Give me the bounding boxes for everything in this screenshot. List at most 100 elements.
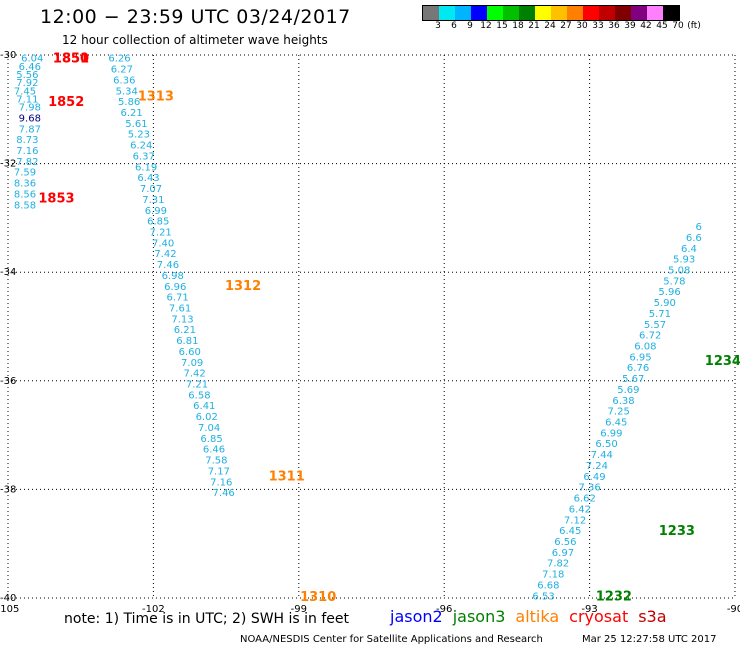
y-tick-label: -38 <box>0 484 16 495</box>
color-scale-label: 18 <box>512 21 524 31</box>
swh-value: 7.42 <box>183 369 205 380</box>
swh-value: 6.97 <box>552 548 574 559</box>
swh-value: 5.34 <box>116 86 138 97</box>
swh-value: 6.96 <box>164 282 186 293</box>
swh-value: 7.07 <box>140 184 162 195</box>
swh-value: 6.42 <box>569 504 591 515</box>
swh-value: 6.26 <box>108 54 130 65</box>
legend-item: cryosat <box>569 607 629 626</box>
swh-value: 6.41 <box>193 401 215 412</box>
swh-value: 7.04 <box>198 423 220 434</box>
swh-value: 7.25 <box>608 407 630 418</box>
swh-value: 7.16 <box>210 477 232 488</box>
credit-time: Mar 25 12:27:58 UTC 2017 <box>582 634 717 645</box>
swh-value: 6.4 <box>681 244 697 255</box>
swh-value: 5.96 <box>658 287 680 298</box>
swh-value: 7.44 <box>591 450 613 461</box>
swh-value: 5.56 <box>16 70 38 81</box>
swh-value: 6.46 <box>19 62 41 73</box>
swh-value: 5.78 <box>663 276 685 287</box>
swh-value: 8.73 <box>16 135 38 146</box>
time-label: 1312 <box>225 279 261 294</box>
swh-value: 5.57 <box>644 320 666 331</box>
x-tick-label: -93 <box>581 604 597 615</box>
legend-item: altika <box>515 607 560 626</box>
swh-value: 6.21 <box>120 108 142 119</box>
footnote: note: 1) Time is in UTC; 2) SWH is in fe… <box>64 611 350 627</box>
swh-value: 8.36 <box>14 179 36 190</box>
color-swatch <box>487 6 503 20</box>
swh-value: 6.98 <box>162 271 184 282</box>
legend-item: s3a <box>638 607 667 626</box>
swh-value: 7.61 <box>169 303 191 314</box>
satellite-legend: jason2 jason3 altika cryosat s3a <box>390 607 677 626</box>
swh-value: 6.85 <box>147 217 169 228</box>
y-tick-label: -30 <box>0 50 16 61</box>
swh-value: 6.38 <box>612 396 634 407</box>
swh-value: 6.19 <box>135 162 157 173</box>
swh-value: 7.11 <box>16 94 38 105</box>
x-tick-label: -96 <box>436 604 452 615</box>
swh-value: 6.27 <box>111 65 133 76</box>
color-swatch <box>583 6 599 20</box>
swh-value: 7.36 <box>578 483 600 494</box>
color-swatch <box>423 6 439 20</box>
swh-value: 6.53 <box>532 591 554 602</box>
color-scale-label: 15 <box>496 21 508 31</box>
swh-value: 7.16 <box>16 146 38 157</box>
swh-value: 7.45 <box>14 86 36 97</box>
color-swatch <box>615 6 631 20</box>
color-swatch <box>439 6 455 20</box>
color-swatch <box>663 6 679 20</box>
time-label: 1234 <box>705 354 740 369</box>
swh-value: 7.31 <box>142 195 164 206</box>
swh-value: 6.43 <box>137 173 159 184</box>
swh-value: 7.42 <box>154 249 176 260</box>
map-subtitle: 12 hour collection of altimeter wave hei… <box>62 33 328 47</box>
swh-value: 7.21 <box>150 227 172 238</box>
color-swatch <box>471 6 487 20</box>
y-tick-label: -40 <box>0 593 16 604</box>
swh-value: 7.24 <box>586 461 608 472</box>
x-tick-label: -105 <box>0 604 19 615</box>
time-label: 1310 <box>300 590 336 605</box>
swh-value: 6.62 <box>574 494 596 505</box>
x-tick-label: -99 <box>291 604 307 615</box>
swh-value: 6.85 <box>200 434 222 445</box>
color-scale-label: 33 <box>592 21 604 31</box>
swh-value: 6.81 <box>176 336 198 347</box>
color-scale-label: 45 <box>656 21 668 31</box>
swh-value: 6.21 <box>174 325 196 336</box>
color-swatch <box>567 6 583 20</box>
time-label: 1852 <box>48 95 84 110</box>
swh-value: 6.99 <box>600 428 622 439</box>
time-label: 1313 <box>138 90 174 105</box>
swh-value: 6.95 <box>629 352 651 363</box>
swh-value: 9.68 <box>19 113 41 124</box>
swh-value: 8.56 <box>14 189 36 200</box>
color-scale-label: 21 <box>528 21 540 31</box>
color-swatch <box>551 6 567 20</box>
swh-value: 7.58 <box>205 456 227 467</box>
swh-value: 5.08 <box>668 265 690 276</box>
swh-value: 8.58 <box>14 200 36 211</box>
swh-value: 6.50 <box>595 439 617 450</box>
swh-value: 7.12 <box>564 515 586 526</box>
swh-value: 7.17 <box>208 466 230 477</box>
swh-value: 7.13 <box>171 314 193 325</box>
swh-value: 7.40 <box>152 238 174 249</box>
swh-value: 6.02 <box>196 412 218 423</box>
swh-value: 6.49 <box>583 472 605 483</box>
swh-value: 6.56 <box>554 537 576 548</box>
color-swatch <box>503 6 519 20</box>
swh-value: 6.45 <box>605 418 627 429</box>
color-swatch <box>599 6 615 20</box>
swh-value: 7.82 <box>547 559 569 570</box>
swh-points: 6.266.276.365.345.866.215.615.236.246.37… <box>14 54 702 603</box>
color-scale-label: 6 <box>451 21 457 31</box>
color-scale-label: 70 <box>672 21 684 31</box>
swh-value: 7.46 <box>157 260 179 271</box>
swh-value: 7.82 <box>16 157 38 168</box>
swh-value: 6.72 <box>639 331 661 342</box>
